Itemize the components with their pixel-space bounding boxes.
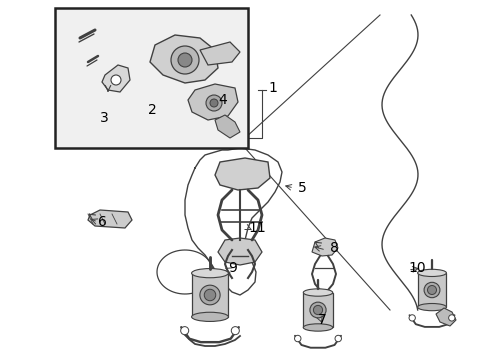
Bar [191, 273, 228, 317]
Ellipse shape [423, 282, 439, 298]
Circle shape [180, 327, 188, 335]
Polygon shape [218, 238, 262, 265]
Bar [303, 293, 332, 328]
Text: 7: 7 [317, 313, 326, 327]
Circle shape [294, 335, 301, 342]
Polygon shape [88, 210, 132, 228]
Polygon shape [102, 65, 130, 92]
Text: 5: 5 [297, 181, 306, 195]
Circle shape [427, 285, 436, 294]
Circle shape [205, 95, 222, 111]
Circle shape [231, 327, 239, 335]
Text: 11: 11 [247, 221, 265, 235]
Polygon shape [215, 115, 240, 138]
Polygon shape [435, 308, 455, 326]
Bar [55, 8, 247, 148]
Circle shape [334, 335, 341, 342]
Text: 9: 9 [227, 261, 236, 275]
Text: 2: 2 [148, 103, 157, 117]
Text: 8: 8 [329, 241, 338, 255]
Bar [417, 273, 446, 307]
Circle shape [209, 99, 218, 107]
Text: 1: 1 [267, 81, 276, 95]
Polygon shape [215, 158, 269, 190]
Polygon shape [150, 35, 218, 83]
Ellipse shape [417, 269, 446, 276]
Ellipse shape [200, 285, 220, 305]
Ellipse shape [303, 289, 332, 296]
Circle shape [171, 46, 199, 74]
Polygon shape [311, 238, 337, 256]
Text: 10: 10 [407, 261, 425, 275]
Circle shape [178, 53, 192, 67]
Circle shape [111, 75, 121, 85]
Circle shape [204, 289, 215, 301]
Ellipse shape [191, 269, 228, 278]
Circle shape [447, 315, 454, 321]
Ellipse shape [191, 312, 228, 321]
Ellipse shape [417, 303, 446, 311]
Text: 4: 4 [218, 93, 226, 107]
Text: 3: 3 [100, 111, 108, 125]
Polygon shape [187, 84, 238, 120]
Circle shape [313, 305, 322, 315]
Ellipse shape [309, 302, 325, 318]
Text: 6: 6 [98, 215, 107, 229]
Ellipse shape [303, 324, 332, 331]
Circle shape [408, 315, 414, 321]
Polygon shape [200, 42, 240, 65]
